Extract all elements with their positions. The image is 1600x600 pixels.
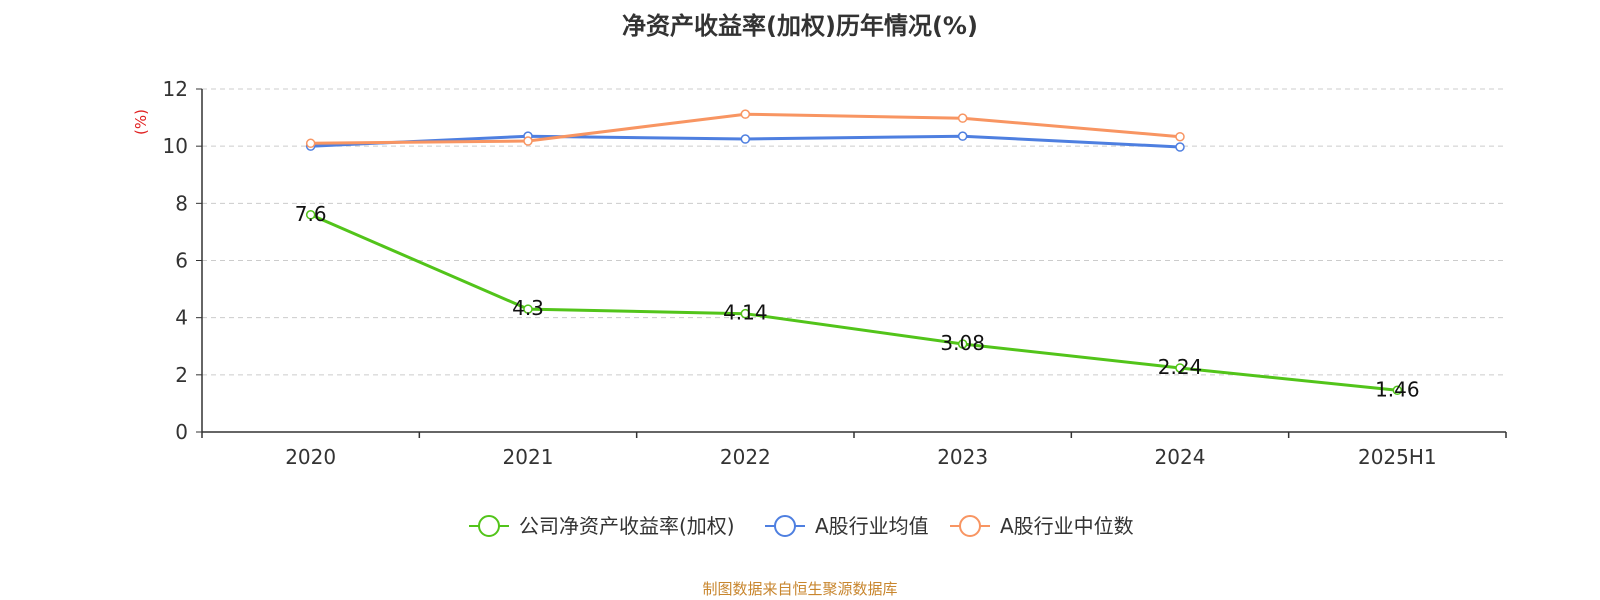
data-point	[957, 339, 968, 349]
data-label: 4.14	[723, 301, 768, 325]
legend: 公司净资产收益率(加权) A股行业均值 A股行业中位数	[469, 514, 1134, 538]
data-point	[305, 138, 316, 149]
chart-title: 净资产收益率(加权)历年情况(%)	[622, 12, 978, 40]
source-footer: 制图数据来自恒生聚源数据库	[702, 580, 898, 598]
y-tick-label: 10	[163, 134, 188, 158]
data-point	[523, 304, 533, 314]
grid-lines	[202, 88, 1506, 376]
legend-label: A股行业均值	[815, 514, 929, 538]
data-point	[740, 134, 751, 144]
series-line	[310, 213, 1398, 392]
data-point	[1175, 142, 1185, 152]
data-label: 3.08	[940, 331, 985, 355]
data-point	[523, 136, 533, 146]
x-tick-label: 2023	[937, 445, 988, 469]
x-tick-label: 2020	[285, 445, 336, 469]
data-label: 1.46	[1375, 377, 1420, 401]
x-tick-label: 2024	[1155, 445, 1206, 469]
legend-marker	[478, 515, 500, 537]
series-group: 7.6 4.3 4.14 3.08 2.24 1.46	[295, 109, 1420, 401]
data-point	[305, 210, 316, 220]
axes: 0 2 4 6 8 10 12 2020 2021 2022 2023 2024 2025H1	[163, 77, 1507, 469]
data-point	[957, 113, 968, 123]
data-point	[1175, 131, 1185, 142]
data-point	[1392, 385, 1403, 396]
y-tick-label: 0	[175, 420, 188, 444]
y-tick-label: 4	[175, 306, 188, 330]
data-point	[1175, 363, 1185, 373]
legend-marker	[774, 515, 796, 537]
y-tick-label: 2	[175, 363, 188, 387]
data-point	[740, 109, 751, 119]
y-axis-label: (%)	[132, 109, 150, 135]
y-tick-label: 6	[175, 249, 188, 273]
data-label: 7.6	[295, 202, 327, 226]
legend-label: A股行业中位数	[1000, 514, 1134, 538]
data-label: 2.24	[1158, 355, 1203, 379]
x-tick-label: 2021	[503, 445, 554, 469]
x-tick-label: 2025H1	[1358, 445, 1437, 469]
data-point	[740, 308, 751, 319]
legend-marker	[959, 515, 981, 537]
y-tick-label: 8	[175, 191, 188, 215]
y-tick-label: 12	[163, 77, 188, 101]
x-tick-label: 2022	[720, 445, 771, 469]
data-label: 4.3	[512, 296, 544, 320]
data-point	[957, 131, 968, 141]
legend-label: 公司净资产收益率(加权)	[519, 514, 735, 538]
